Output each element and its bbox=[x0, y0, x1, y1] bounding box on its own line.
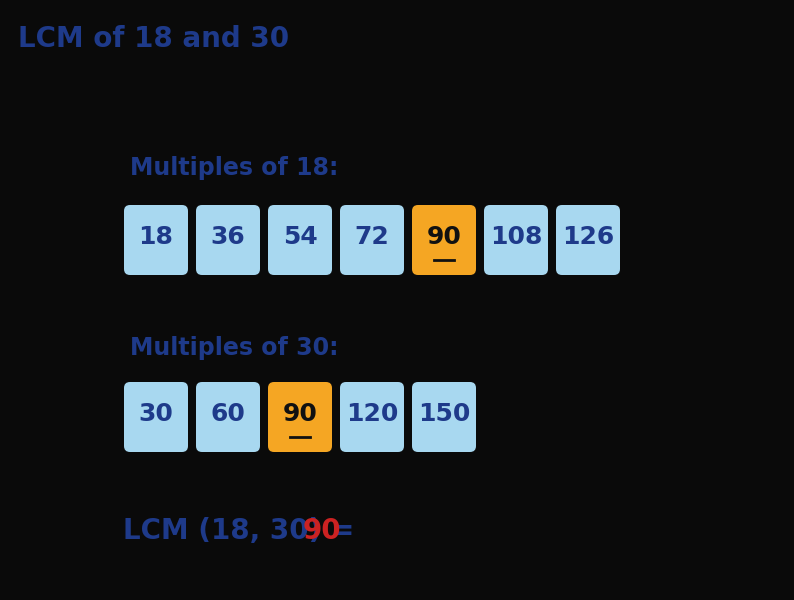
Text: Multiples of 18:: Multiples of 18: bbox=[130, 156, 338, 180]
FancyBboxPatch shape bbox=[556, 205, 620, 275]
Text: LCM of 18 and 30: LCM of 18 and 30 bbox=[18, 25, 289, 53]
Text: LCM (18, 30) =: LCM (18, 30) = bbox=[123, 517, 364, 545]
Text: 126: 126 bbox=[562, 225, 614, 249]
Text: 108: 108 bbox=[490, 225, 542, 249]
FancyBboxPatch shape bbox=[340, 382, 404, 452]
Text: 18: 18 bbox=[139, 225, 173, 249]
FancyBboxPatch shape bbox=[124, 205, 188, 275]
Text: Multiples of 30:: Multiples of 30: bbox=[130, 336, 338, 360]
FancyBboxPatch shape bbox=[196, 382, 260, 452]
FancyBboxPatch shape bbox=[196, 205, 260, 275]
Text: 120: 120 bbox=[346, 402, 398, 426]
FancyBboxPatch shape bbox=[268, 205, 332, 275]
FancyBboxPatch shape bbox=[124, 382, 188, 452]
FancyBboxPatch shape bbox=[412, 205, 476, 275]
FancyBboxPatch shape bbox=[484, 205, 548, 275]
Text: 54: 54 bbox=[283, 225, 318, 249]
Text: 36: 36 bbox=[210, 225, 245, 249]
Text: 90: 90 bbox=[303, 517, 341, 545]
Text: 72: 72 bbox=[355, 225, 389, 249]
Text: 90: 90 bbox=[426, 225, 461, 249]
Text: 60: 60 bbox=[210, 402, 245, 426]
FancyBboxPatch shape bbox=[340, 205, 404, 275]
FancyBboxPatch shape bbox=[268, 382, 332, 452]
FancyBboxPatch shape bbox=[412, 382, 476, 452]
Text: 30: 30 bbox=[139, 402, 173, 426]
Text: 90: 90 bbox=[283, 402, 318, 426]
Text: 150: 150 bbox=[418, 402, 470, 426]
